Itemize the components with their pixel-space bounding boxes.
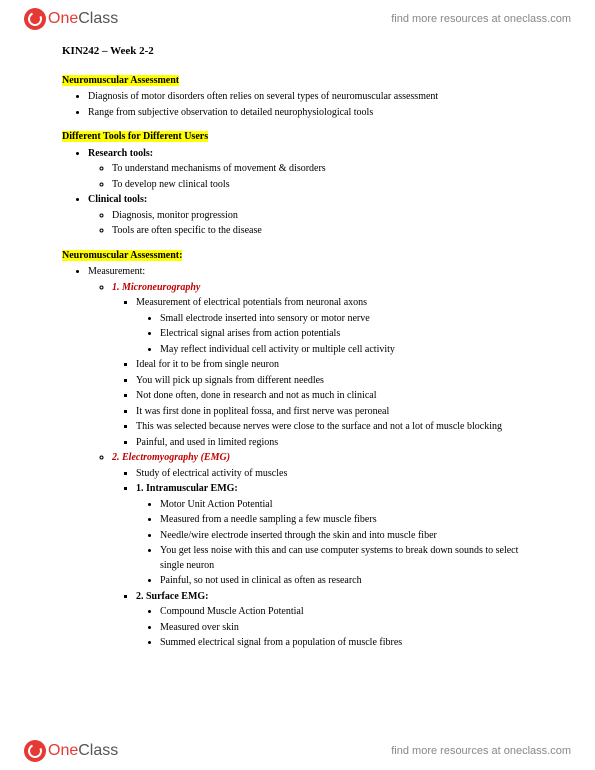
brand-logo: OneClass xyxy=(24,740,118,762)
brand-text: OneClass xyxy=(48,10,118,28)
list-item: Study of electrical activity of muscles xyxy=(136,467,543,482)
list-item: Diagnosis, monitor progression xyxy=(112,209,543,224)
hl-text: Different Tools for Different Users xyxy=(62,131,208,142)
section-heading-3: Neuromuscular Assessment: xyxy=(62,249,543,264)
bold-label: 2. Surface EMG: xyxy=(136,591,209,602)
list-item: Motor Unit Action Potential xyxy=(160,498,543,513)
brand-icon xyxy=(24,740,46,762)
hl-text: Neuromuscular Assessment: xyxy=(62,250,182,261)
doc-title: KIN242 – Week 2-2 xyxy=(62,44,543,60)
text: Measurement of electrical potentials fro… xyxy=(136,297,367,308)
list-item: Painful, so not used in clinical as ofte… xyxy=(160,574,543,589)
list-item: To develop new clinical tools xyxy=(112,178,543,193)
measurement-2-title: 2. Electromyography (EMG) xyxy=(112,452,230,463)
section-heading-1: Neuromuscular Assessment xyxy=(62,74,543,89)
header-link[interactable]: find more resources at oneclass.com xyxy=(391,13,571,25)
section-1-list: Diagnosis of motor disorders often relie… xyxy=(62,90,543,120)
brand-class: Class xyxy=(78,10,118,27)
list-item: To understand mechanisms of movement & d… xyxy=(112,162,543,177)
footer-link[interactable]: find more resources at oneclass.com xyxy=(391,745,571,757)
list-item: 2. Surface EMG: Compound Muscle Action P… xyxy=(136,590,543,651)
list-item: Needle/wire electrode inserted through t… xyxy=(160,529,543,544)
brand-icon xyxy=(24,8,46,30)
page-header: OneClass find more resources at oneclass… xyxy=(0,0,595,38)
bold-label: Clinical tools: xyxy=(88,194,147,205)
section-heading-2: Different Tools for Different Users xyxy=(62,130,543,145)
list-item: Compound Muscle Action Potential xyxy=(160,605,543,620)
list-item: Small electrode inserted into sensory or… xyxy=(160,312,543,327)
list-item: Not done often, done in research and not… xyxy=(136,389,543,404)
list-item: Summed electrical signal from a populati… xyxy=(160,636,543,651)
list-item: 1. Intramuscular EMG: Motor Unit Action … xyxy=(136,482,543,589)
list-item: Clinical tools: Diagnosis, monitor progr… xyxy=(88,193,543,239)
label: Measurement: xyxy=(88,266,145,277)
list-item: Measurement: 1. Microneurography Measure… xyxy=(88,265,543,651)
list-item: 1. Microneurography Measurement of elect… xyxy=(112,281,543,451)
brand-text: OneClass xyxy=(48,742,118,760)
page-footer: OneClass find more resources at oneclass… xyxy=(0,732,595,770)
measurement-1-title: 1. Microneurography xyxy=(112,282,200,293)
list-item: Research tools: To understand mechanisms… xyxy=(88,147,543,193)
document-body: KIN242 – Week 2-2 Neuromuscular Assessme… xyxy=(62,44,543,726)
list-item: Ideal for it to be from single neuron xyxy=(136,358,543,373)
list-item: May reflect individual cell activity or … xyxy=(160,343,543,358)
list-item: It was first done in popliteal fossa, an… xyxy=(136,405,543,420)
list-item: This was selected because nerves were cl… xyxy=(136,420,543,435)
list-item: Measurement of electrical potentials fro… xyxy=(136,296,543,357)
list-item: Painful, and used in limited regions xyxy=(136,436,543,451)
section-2-list: Research tools: To understand mechanisms… xyxy=(62,147,543,239)
bold-label: Research tools: xyxy=(88,148,153,159)
brand-logo: OneClass xyxy=(24,8,118,30)
list-item: You will pick up signals from different … xyxy=(136,374,543,389)
hl-text: Neuromuscular Assessment xyxy=(62,75,179,86)
list-item: Measured from a needle sampling a few mu… xyxy=(160,513,543,528)
brand-class: Class xyxy=(78,742,118,759)
brand-one: One xyxy=(48,10,78,27)
list-item: Range from subjective observation to det… xyxy=(88,106,543,121)
list-item: You get less noise with this and can use… xyxy=(160,544,543,573)
list-item: Electrical signal arises from action pot… xyxy=(160,327,543,342)
bold-label: 1. Intramuscular EMG: xyxy=(136,483,238,494)
list-item: Diagnosis of motor disorders often relie… xyxy=(88,90,543,105)
list-item: 2. Electromyography (EMG) Study of elect… xyxy=(112,451,543,651)
brand-one: One xyxy=(48,742,78,759)
list-item: Measured over skin xyxy=(160,621,543,636)
list-item: Tools are often specific to the disease xyxy=(112,224,543,239)
section-3-list: Measurement: 1. Microneurography Measure… xyxy=(62,265,543,651)
